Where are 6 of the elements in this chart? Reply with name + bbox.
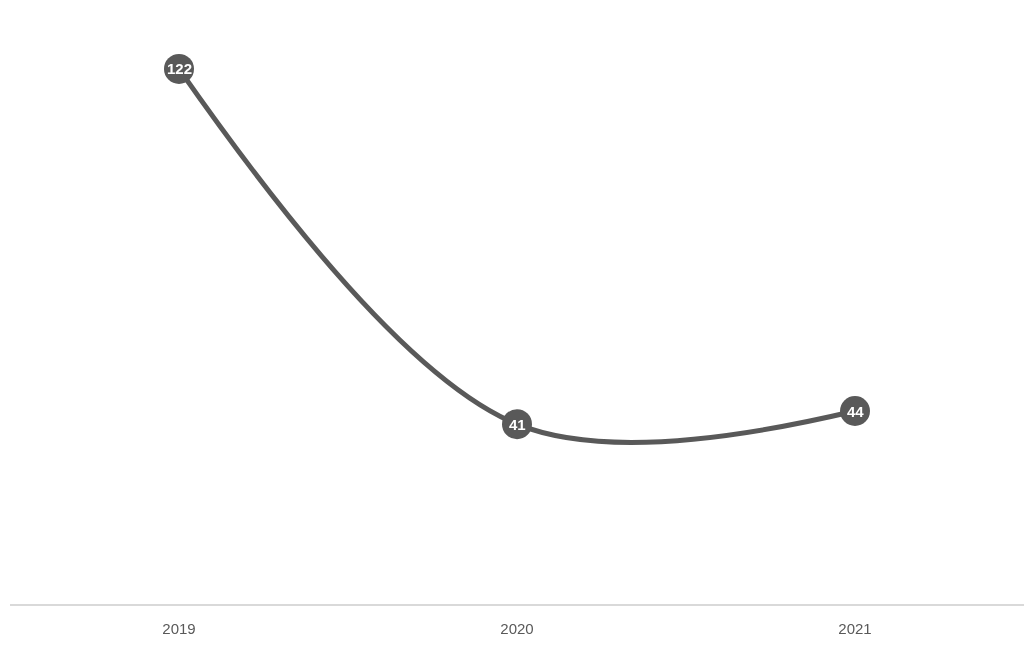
data-label: 41 [509, 416, 526, 433]
x-tick-label: 2020 [500, 619, 534, 637]
x-tick-label: 2019 [162, 619, 196, 637]
x-tick-label: 2021 [838, 619, 872, 637]
data-label: 44 [847, 403, 865, 420]
data-label: 122 [167, 60, 193, 77]
